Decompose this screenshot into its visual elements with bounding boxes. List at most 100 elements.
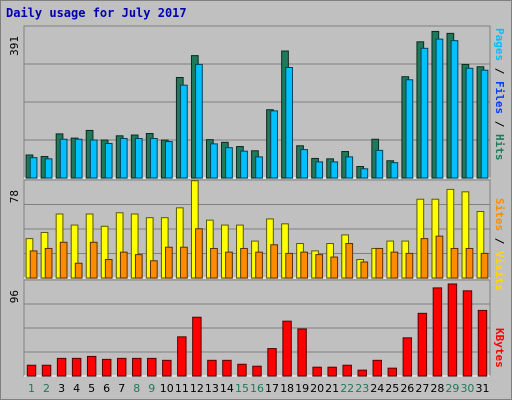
bar-kbytes-13 xyxy=(207,359,217,377)
bar-kbytes-6 xyxy=(101,358,112,377)
bar-kbytes-16 xyxy=(252,365,262,377)
x-tick-label: 27 xyxy=(415,382,429,395)
bar-files-20 xyxy=(315,161,324,179)
legend-entry: / xyxy=(493,61,506,81)
x-tick-label: 3 xyxy=(58,382,65,395)
bar-files-21 xyxy=(330,161,339,179)
bar-files-1 xyxy=(29,157,38,179)
bar-visits-18 xyxy=(281,223,289,279)
bar-kbytes-19 xyxy=(297,328,307,377)
bar-files-4 xyxy=(74,138,83,179)
x-tick-label: 10 xyxy=(160,382,174,395)
bar-sites-25 xyxy=(390,251,399,279)
bar-sites-16 xyxy=(255,251,263,279)
bar-files-13 xyxy=(210,143,218,179)
bar-files-23 xyxy=(360,168,369,179)
bar-files-22 xyxy=(345,156,354,179)
bar-sites-18 xyxy=(285,252,293,279)
y-max-label: 391 xyxy=(8,36,21,56)
bar-sites-7 xyxy=(119,251,128,279)
bar-kbytes-23 xyxy=(357,369,367,377)
bar-kbytes-2 xyxy=(41,364,52,377)
bar-kbytes-28 xyxy=(432,287,443,377)
bar-files-19 xyxy=(300,149,309,179)
legend-entry: KBytes xyxy=(493,328,506,368)
x-tick-label: 1 xyxy=(28,382,35,395)
legend-entry: / xyxy=(493,231,506,251)
bar-kbytes-20 xyxy=(312,366,322,377)
legend-entry: Sites xyxy=(493,198,506,231)
bar-kbytes-17 xyxy=(267,348,277,377)
bar-kbytes-4 xyxy=(71,357,82,377)
bar-visits-14 xyxy=(221,224,229,279)
bar-visits-31 xyxy=(476,211,485,279)
bar-kbytes-26 xyxy=(402,337,413,377)
bar-files-14 xyxy=(225,147,233,179)
bar-sites-2 xyxy=(44,247,53,279)
bar-files-29 xyxy=(450,40,459,179)
bar-sites-6 xyxy=(104,259,113,279)
bar-kbytes-7 xyxy=(116,357,127,377)
bar-kbytes-30 xyxy=(462,290,473,377)
bar-files-12 xyxy=(195,63,203,179)
bar-files-17 xyxy=(270,110,278,179)
bar-files-25 xyxy=(390,162,399,179)
bar-visits-6 xyxy=(100,225,109,279)
bar-sites-20 xyxy=(315,254,324,279)
bar-kbytes-11 xyxy=(177,336,187,377)
x-tick-label: 7 xyxy=(118,382,125,395)
bar-sites-21 xyxy=(330,256,339,279)
x-tick-label: 17 xyxy=(265,382,279,395)
bar-sites-24 xyxy=(375,247,384,279)
bar-kbytes-21 xyxy=(327,366,337,377)
bar-sites-23 xyxy=(360,261,369,279)
bar-kbytes-5 xyxy=(86,355,97,377)
bar-sites-30 xyxy=(465,247,474,279)
bar-sites-26 xyxy=(405,252,414,279)
x-tick-label: 15 xyxy=(235,382,249,395)
x-tick-label: 26 xyxy=(400,382,414,395)
bar-sites-10 xyxy=(165,246,173,279)
bar-files-9 xyxy=(149,137,158,179)
bar-files-15 xyxy=(240,150,248,179)
x-tick-label: 6 xyxy=(103,382,110,395)
x-tick-label: 31 xyxy=(475,382,489,395)
bar-files-11 xyxy=(180,84,188,179)
bar-kbytes-18 xyxy=(282,320,292,377)
bar-sites-1 xyxy=(29,250,38,279)
bar-kbytes-10 xyxy=(162,359,172,377)
legend-entry: Visits xyxy=(493,251,506,291)
bar-visits-7 xyxy=(115,212,124,279)
bar-kbytes-31 xyxy=(477,309,488,377)
bar-sites-31 xyxy=(480,252,489,279)
bar-sites-13 xyxy=(210,247,218,279)
legend: Sites / Visits xyxy=(493,198,506,291)
bar-sites-17 xyxy=(270,244,278,279)
x-tick-label: 4 xyxy=(73,382,80,395)
x-tick-label: 21 xyxy=(325,382,339,395)
bar-files-3 xyxy=(59,138,68,179)
x-tick-label: 14 xyxy=(220,382,234,395)
bar-kbytes-9 xyxy=(147,357,157,377)
bar-files-26 xyxy=(405,79,414,179)
bar-sites-29 xyxy=(450,247,459,279)
legend: KBytes xyxy=(493,328,506,368)
bar-files-8 xyxy=(134,137,143,179)
bar-visits-8 xyxy=(130,213,139,279)
x-tick-label: 5 xyxy=(88,382,95,395)
y-max-label: 78 xyxy=(8,190,21,203)
x-tick-label: 11 xyxy=(175,382,189,395)
legend-entry: Pages xyxy=(493,28,506,61)
x-tick-label: 25 xyxy=(385,382,399,395)
y-max-label: 96 xyxy=(8,290,21,303)
x-tick-label: 28 xyxy=(430,382,444,395)
bar-kbytes-15 xyxy=(237,363,247,377)
bar-sites-12 xyxy=(195,228,203,279)
bar-visits-4 xyxy=(70,224,79,279)
bar-kbytes-22 xyxy=(342,364,352,377)
bar-sites-14 xyxy=(225,251,233,279)
bar-kbytes-14 xyxy=(222,359,232,377)
bar-files-16 xyxy=(255,156,263,179)
legend-entry: / xyxy=(493,114,506,134)
